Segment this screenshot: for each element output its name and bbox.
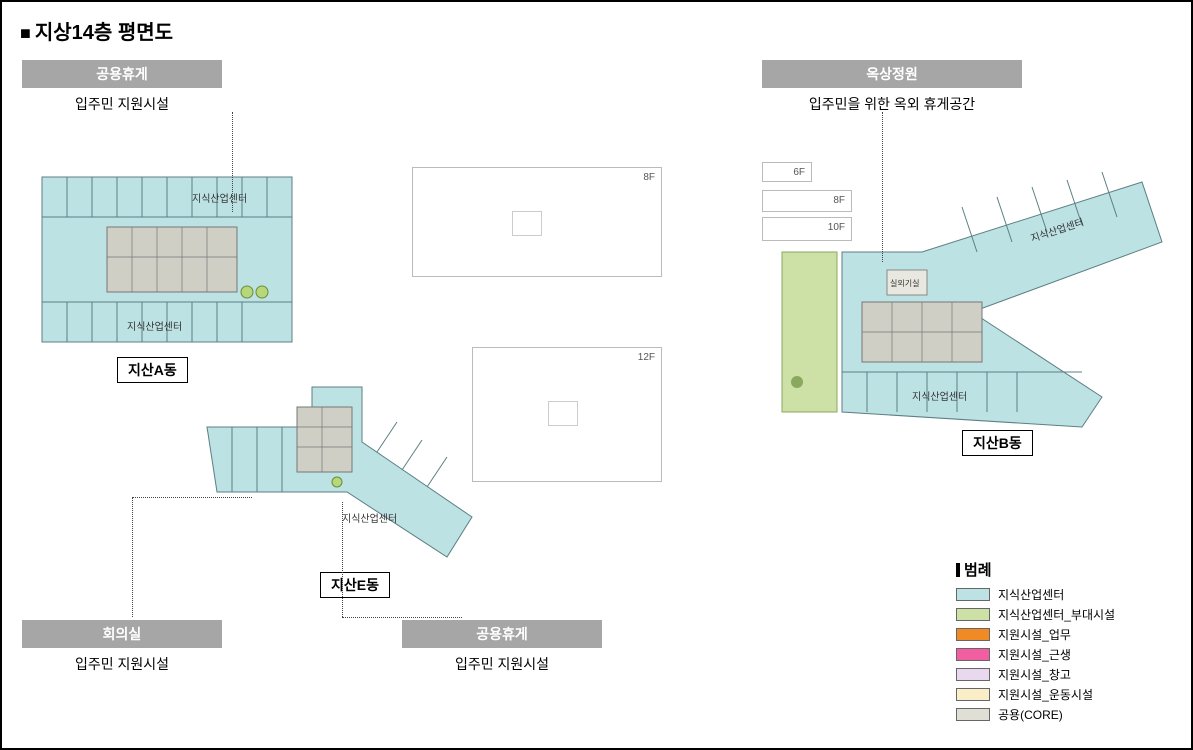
legend-swatch: [956, 648, 990, 661]
legend-row-0: 지식산업센터: [956, 586, 1171, 603]
plan-a: 지식산업센터 지식산업센터: [37, 152, 297, 352]
legend-swatch: [956, 668, 990, 681]
legend-title: 범례: [956, 559, 1171, 580]
ghost-floor-label: 10F: [828, 222, 845, 233]
callout-header: 회의실: [22, 620, 222, 648]
svg-text:지식산업센터: 지식산업센터: [342, 512, 397, 525]
legend-row-4: 지원시설_창고: [956, 666, 1171, 683]
svg-text:지식산업센터: 지식산업센터: [912, 390, 967, 403]
callout-sub: 입주민을 위한 옥외 휴게공간: [762, 88, 1022, 120]
legend-label: 지원시설_운동시설: [998, 686, 1093, 703]
legend-swatch: [956, 628, 990, 641]
callout-c2: 옥상정원입주민을 위한 옥외 휴게공간: [762, 60, 1022, 120]
legend-label: 지원시설_근생: [998, 646, 1071, 663]
callout-c1: 공용휴게입주민 지원시설: [22, 60, 222, 120]
leader-line-2: [132, 497, 133, 617]
legend-swatch: [956, 588, 990, 601]
callout-c3: 회의실입주민 지원시설: [22, 620, 222, 680]
callout-header: 공용휴게: [402, 620, 602, 648]
ghost-building-1: 6F: [762, 162, 812, 182]
svg-text:실외기실: 실외기실: [890, 278, 919, 288]
ghost-building-4: 12F: [472, 347, 662, 482]
callout-header: 옥상정원: [762, 60, 1022, 88]
building-b-label: 지산B동: [962, 430, 1033, 456]
callout-c4: 공용휴게입주민 지원시설: [402, 620, 602, 680]
leader-line-4: [342, 502, 343, 617]
ghost-floor-label: 6F: [793, 167, 805, 178]
plan-a-text2: 지식산업센터: [127, 320, 182, 333]
leader-line-1: [882, 112, 883, 262]
ghost-floor-label: 12F: [638, 352, 655, 363]
legend-row-1: 지식산업센터_부대시설: [956, 606, 1171, 623]
legend-label: 지원시설_창고: [998, 666, 1071, 683]
leader-line-0: [232, 112, 233, 212]
legend-label: 지원시설_업무: [998, 626, 1071, 643]
legend-row-5: 지원시설_운동시설: [956, 686, 1171, 703]
ghost-floor-label: 8F: [833, 195, 845, 206]
legend-row-3: 지원시설_근생: [956, 646, 1171, 663]
legend-row-6: 공용(CORE): [956, 706, 1171, 723]
legend-label: 지식산업센터_부대시설: [998, 606, 1115, 623]
callout-sub: 입주민 지원시설: [22, 648, 222, 680]
ghost-building-3: 10F: [762, 217, 852, 241]
legend-row-2: 지원시설_업무: [956, 626, 1171, 643]
legend-swatch: [956, 608, 990, 621]
callout-sub: 입주민 지원시설: [402, 648, 602, 680]
ghost-building-0: 8F: [412, 167, 662, 277]
callout-header: 공용휴게: [22, 60, 222, 88]
legend-label: 지식산업센터: [998, 586, 1064, 603]
callout-sub: 입주민 지원시설: [22, 88, 222, 120]
legend-swatch: [956, 688, 990, 701]
title-bullet: ■: [20, 23, 31, 43]
leader-line-3: [132, 497, 252, 498]
ghost-floor-label: 8F: [643, 172, 655, 183]
plan-e: 지식산업센터: [197, 382, 477, 572]
legend-label: 공용(CORE): [998, 706, 1063, 723]
ghost-building-2: 8F: [762, 190, 852, 212]
building-e-label: 지산E동: [320, 572, 390, 598]
building-a-label: 지산A동: [117, 357, 188, 383]
legend-swatch: [956, 708, 990, 721]
title-text: 지상14층 평면도: [35, 22, 173, 44]
legend: 범례 지식산업센터지식산업센터_부대시설지원시설_업무지원시설_근생지원시설_창…: [956, 559, 1171, 726]
page-title: ■지상14층 평면도: [20, 16, 173, 45]
plan-a-text1: 지식산업센터: [192, 192, 247, 205]
leader-line-5: [342, 617, 462, 618]
